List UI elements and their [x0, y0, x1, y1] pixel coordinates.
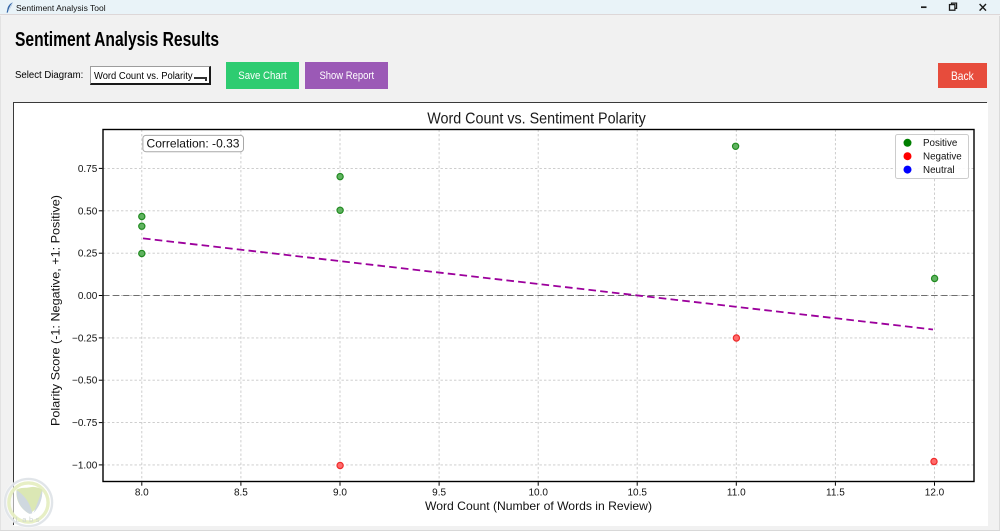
- svg-text:Word Count (Number of Words in: Word Count (Number of Words in Review): [425, 499, 652, 513]
- svg-text:Neutral: Neutral: [923, 165, 955, 176]
- svg-text:−0.25: −0.25: [72, 333, 98, 344]
- svg-text:8.0: 8.0: [135, 488, 149, 499]
- svg-text:8.5: 8.5: [234, 488, 248, 499]
- svg-text:11.5: 11.5: [826, 488, 845, 499]
- svg-text:9.0: 9.0: [333, 488, 347, 499]
- svg-text:0.75: 0.75: [78, 164, 98, 175]
- svg-text:Positive: Positive: [923, 138, 958, 149]
- svg-text:0.50: 0.50: [78, 206, 98, 217]
- svg-text:Correlation: -0.33: Correlation: -0.33: [147, 137, 240, 151]
- svg-text:Word Count vs. Sentiment Polar: Word Count vs. Sentiment Polarity: [427, 110, 646, 127]
- svg-text:9.5: 9.5: [432, 488, 446, 499]
- svg-text:0.25: 0.25: [78, 249, 98, 260]
- svg-text:Polarity Score (-1: Negative,: Polarity Score (-1: Negative, +1: Positi…: [49, 195, 63, 426]
- svg-text:0.00: 0.00: [78, 291, 98, 302]
- svg-text:Negative: Negative: [923, 152, 962, 163]
- svg-text:10.5: 10.5: [627, 488, 647, 499]
- svg-text:−0.75: −0.75: [72, 418, 98, 429]
- svg-text:−1.00: −1.00: [72, 460, 98, 471]
- svg-text:12.0: 12.0: [925, 488, 945, 499]
- svg-text:11.0: 11.0: [727, 488, 746, 499]
- svg-text:−0.50: −0.50: [72, 376, 98, 387]
- svg-text:10.0: 10.0: [528, 488, 548, 499]
